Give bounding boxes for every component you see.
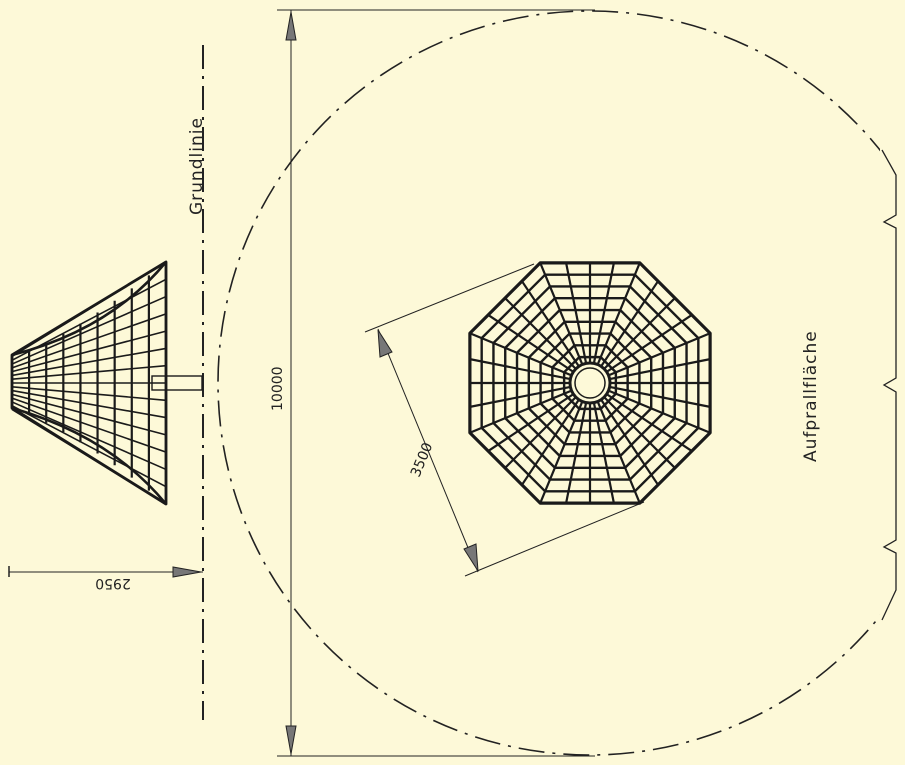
top-net-spoke — [565, 402, 588, 504]
top-net-spoke — [608, 389, 711, 434]
dimension-2950-label: 2950 — [95, 575, 131, 591]
side-net-bottom-edge — [11, 406, 168, 505]
top-net-spoke — [521, 399, 580, 486]
side-net-strand — [11, 330, 167, 373]
top-net-spoke — [469, 332, 572, 377]
side-net-strand — [11, 393, 167, 436]
side-net-strand — [11, 385, 167, 402]
side-net-strand — [11, 401, 167, 471]
dimension-3500: 3500 — [364, 263, 645, 577]
top-net-spoke — [539, 262, 584, 365]
side-net-strand — [11, 364, 167, 381]
top-view-net — [468, 261, 712, 505]
top-net-spoke — [521, 280, 580, 367]
side-hub-post — [151, 375, 203, 391]
side-net-strand — [11, 278, 167, 361]
top-net-spoke — [487, 314, 574, 373]
side-net-strand — [11, 389, 167, 419]
top-net-spoke — [596, 262, 641, 365]
aufprallflaeche-label: Aufprallfläche — [801, 330, 821, 462]
dimension-10000: 10000 — [270, 9, 595, 757]
top-center-inner-ring — [574, 367, 606, 399]
break-line — [881, 149, 897, 621]
side-net-strand — [11, 408, 167, 505]
side-view-net — [10, 260, 203, 506]
dimension-2950: 2950 — [8, 566, 203, 591]
top-net-spoke — [487, 393, 574, 452]
side-net-strand — [11, 261, 167, 358]
top-net-spoke — [504, 396, 577, 469]
grundlinie-label: Grundlinie — [187, 117, 207, 215]
top-net-spoke — [600, 280, 659, 367]
top-net-spoke — [504, 297, 577, 370]
top-net-spoke — [592, 402, 615, 504]
top-net-spoke — [603, 396, 676, 469]
top-net-spoke — [603, 297, 676, 370]
top-net-spoke — [608, 332, 711, 377]
side-net-strand — [11, 313, 167, 369]
top-net-spoke — [606, 393, 693, 452]
top-net-spoke — [600, 399, 659, 486]
side-net-strand — [11, 405, 167, 488]
top-net-spoke — [469, 385, 571, 408]
top-net-spoke — [539, 401, 584, 504]
top-net-spoke — [609, 385, 711, 408]
top-net-spoke — [565, 262, 588, 364]
top-center-ring — [568, 361, 612, 405]
side-net-strand — [11, 347, 167, 377]
side-net-strand — [11, 397, 167, 453]
top-net-spoke — [469, 389, 572, 434]
top-net-spoke — [596, 401, 641, 504]
dimension-10000-label: 10000 — [270, 366, 286, 411]
top-net-spoke — [592, 262, 615, 364]
side-net-strand — [11, 295, 167, 365]
top-net-spoke — [609, 358, 711, 381]
top-net-spoke — [606, 314, 693, 373]
top-net-spoke — [469, 358, 571, 381]
